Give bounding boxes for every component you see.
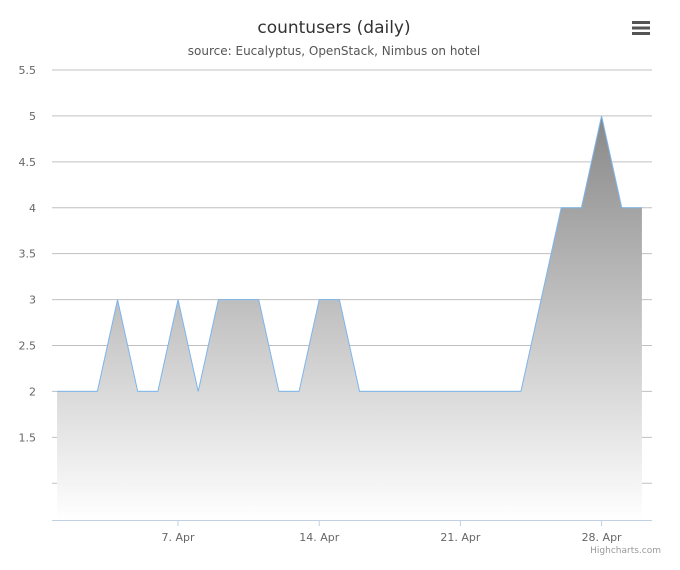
y-tick-label: 5.5 [19, 64, 37, 77]
area-fill [57, 115, 642, 520]
chart-subtitle: source: Eucalyptus, OpenStack, Nimbus on… [188, 44, 480, 58]
menu-bar [632, 26, 650, 30]
menu-bar [632, 32, 650, 35]
y-tick-label: 5 [29, 110, 36, 123]
x-tick-label: 21. Apr [440, 531, 480, 544]
menu-button[interactable] [632, 21, 650, 35]
x-tick-label: 14. Apr [299, 531, 339, 544]
credits: Highcharts.com [590, 546, 661, 556]
y-tick-label: 4 [29, 202, 36, 215]
y-tick-label: 4.5 [19, 156, 37, 169]
y-tick-label: 1.5 [19, 431, 37, 444]
x-tick-label: 28. Apr [582, 531, 622, 544]
y-tick-label: 2 [29, 385, 36, 398]
chart-title: countusers (daily) [257, 18, 410, 38]
series-line [57, 115, 642, 392]
y-tick-label: 2.5 [19, 340, 37, 353]
menu-bar [632, 21, 650, 24]
x-tick-label: 7. Apr [162, 531, 195, 544]
y-tick-label: 3 [29, 294, 36, 307]
y-tick-label: 3.5 [19, 248, 37, 261]
